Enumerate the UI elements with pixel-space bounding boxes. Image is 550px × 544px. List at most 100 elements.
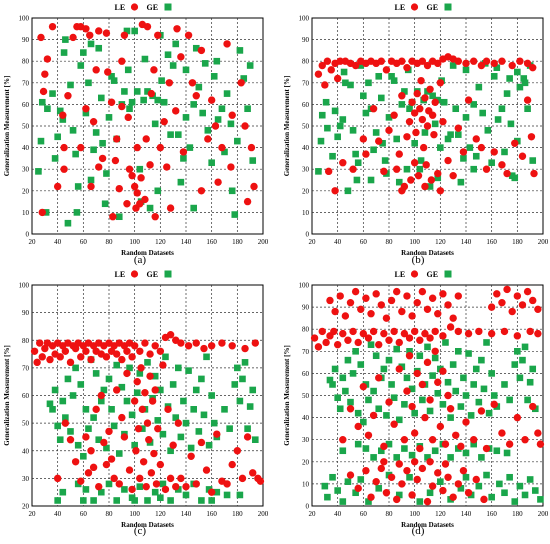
le-point: [493, 290, 501, 298]
ge-point: [103, 170, 110, 177]
ge-point: [452, 105, 460, 113]
y-axis-label: Generalization Measurement [%]: [3, 76, 11, 177]
le-point: [431, 347, 439, 355]
chart-panel-d: 20 40 60 80 100 120 140 160 180 200 0 10 20 30 40 50 60 7…: [283, 270, 549, 537]
ge-point: [80, 49, 87, 56]
le-point: [380, 442, 388, 451]
le-point: [403, 133, 411, 141]
le-point: [207, 342, 216, 350]
ge-point: [59, 488, 67, 496]
le-point: [165, 79, 174, 87]
le-point: [408, 402, 416, 411]
ge-point: [205, 441, 213, 449]
ge-point: [334, 133, 341, 141]
legend: LE GE: [395, 270, 452, 279]
le-point: [115, 480, 123, 488]
le-point: [107, 455, 116, 463]
le-point: [464, 96, 473, 104]
y-tick-label: 80: [22, 337, 30, 345]
ge-point: [175, 486, 182, 493]
le-point: [372, 477, 380, 486]
legend-marker-le: [410, 270, 419, 278]
le-point: [503, 169, 511, 178]
y-tick-label: 80: [302, 326, 310, 334]
le-point: [414, 171, 423, 180]
le-point: [464, 329, 473, 338]
ge-point: [370, 146, 377, 154]
ge-point: [100, 386, 108, 394]
le-point: [37, 33, 45, 42]
ge-point: [186, 144, 194, 151]
legend-marker-le: [130, 3, 139, 11]
x-tick-label: 60: [80, 238, 88, 246]
ge-point: [421, 129, 429, 136]
ge-point: [439, 401, 447, 408]
le-point: [395, 338, 403, 347]
ge-point: [98, 488, 105, 496]
le-point: [60, 143, 68, 152]
le-point: [393, 287, 401, 296]
ge-point: [488, 493, 495, 501]
le-point: [516, 57, 524, 65]
le-point: [322, 338, 330, 347]
ge-point: [526, 378, 534, 386]
le-point: [407, 176, 415, 184]
le-point: [56, 353, 64, 361]
legend-label-ge: GE: [147, 3, 159, 12]
x-tick-label: 180: [512, 510, 523, 518]
ge-point: [470, 101, 477, 108]
le-point: [536, 440, 545, 448]
ge-point: [460, 374, 467, 382]
le-point: [387, 473, 396, 481]
ge-point: [126, 105, 133, 113]
ge-point: [470, 381, 477, 388]
ge-point: [393, 345, 400, 353]
ge-point: [370, 387, 377, 395]
le-point: [380, 329, 388, 338]
y-tick-label: 30: [302, 166, 310, 174]
le-point: [321, 81, 329, 89]
le-point: [382, 489, 391, 497]
data-points: [35, 20, 258, 227]
ge-point: [360, 418, 367, 426]
le-point: [184, 31, 193, 39]
ge-point: [342, 387, 349, 395]
y-tick-label: 50: [302, 123, 310, 131]
le-point: [132, 447, 140, 455]
ge-point: [49, 90, 56, 97]
ge-point: [144, 88, 151, 95]
le-point: [223, 480, 231, 488]
le-point: [462, 418, 470, 426]
le-point: [71, 344, 80, 353]
ge-point: [429, 372, 436, 379]
ge-point: [449, 62, 457, 69]
ge-point: [223, 491, 231, 499]
le-point: [428, 436, 437, 444]
le-point: [446, 323, 455, 331]
legend-marker-ge: [164, 270, 172, 278]
le-point: [105, 427, 113, 436]
le-point: [250, 182, 258, 191]
ge-point: [318, 111, 326, 119]
ge-point: [416, 165, 424, 173]
ge-point: [372, 352, 380, 360]
le-point: [382, 314, 391, 322]
le-point: [436, 422, 445, 431]
ge-point: [437, 478, 444, 485]
le-point: [518, 152, 527, 160]
legend: LE GE: [115, 270, 172, 279]
le-point: [204, 135, 212, 143]
ge-point: [80, 452, 87, 460]
ge-point: [449, 361, 457, 368]
le-point: [151, 342, 159, 350]
y-tick-label: 90: [302, 304, 310, 312]
le-point: [118, 102, 126, 111]
le-point: [243, 197, 252, 206]
le-point: [498, 298, 506, 307]
ge-point: [46, 400, 54, 408]
le-point: [398, 92, 406, 100]
le-point: [46, 355, 54, 364]
ge-point: [455, 348, 462, 355]
ge-point: [322, 98, 330, 106]
ge-point: [204, 127, 212, 134]
